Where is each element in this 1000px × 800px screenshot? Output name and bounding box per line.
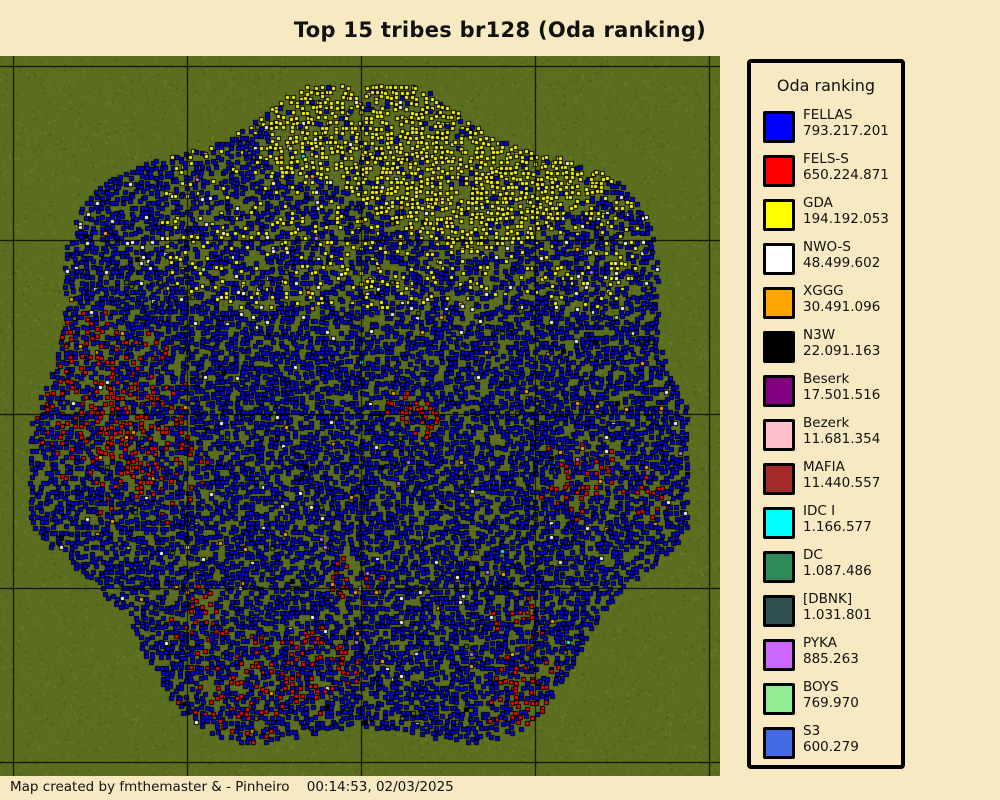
legend-swatch	[763, 639, 795, 671]
legend-item-bezerk: Bezerk 11.681.354	[761, 415, 899, 457]
tribe-name: MAFIA	[803, 459, 845, 475]
world-map[interactable]	[0, 56, 720, 776]
tribe-name: XGGG	[803, 283, 844, 299]
legend-swatch	[763, 683, 795, 715]
tribe-name: NWO-S	[803, 239, 851, 255]
legend-item-pyka: PYKA 885.263	[761, 635, 899, 677]
legend-item-nwo-s: NWO-S 48.499.602	[761, 239, 899, 281]
legend-title: Oda ranking	[776, 76, 876, 95]
village-map-canvas[interactable]	[0, 56, 720, 776]
tribe-points: 22.091.163	[803, 343, 881, 359]
tribe-points: 793.217.201	[803, 123, 889, 139]
footer: Map created by fmthemaster & - Pinheiro …	[10, 779, 454, 795]
tribe-points: 11.681.354	[803, 431, 881, 447]
tribe-points: 17.501.516	[803, 387, 881, 403]
legend-swatch	[763, 199, 795, 231]
tribe-name: DC	[803, 547, 823, 563]
legend-item-dbnk: [DBNK] 1.031.801	[761, 591, 899, 633]
tribe-points: 885.263	[803, 651, 859, 667]
legend-item-fels-s: FELS-S 650.224.871	[761, 151, 899, 193]
tribe-name: FELLAS	[803, 107, 853, 123]
tribe-name: FELS-S	[803, 151, 849, 167]
tribe-points: 650.224.871	[803, 167, 889, 183]
tribe-name: GDA	[803, 195, 833, 211]
tribe-name: [DBNK]	[803, 591, 853, 607]
tribe-points: 769.970	[803, 695, 859, 711]
legend-swatch	[763, 375, 795, 407]
legend-swatch	[763, 595, 795, 627]
legend-item-boys: BOYS 769.970	[761, 679, 899, 721]
tribe-name: Bezerk	[803, 415, 850, 431]
map-title: Top 15 tribes br128 (Oda ranking)	[293, 18, 707, 42]
legend-item-s3: S3 600.279	[761, 723, 899, 765]
tribe-name: BOYS	[803, 679, 839, 695]
tribe-points: 11.440.557	[803, 475, 881, 491]
legend-item-mafia: MAFIA 11.440.557	[761, 459, 899, 501]
tribe-points: 1.087.486	[803, 563, 872, 579]
legend-swatch	[763, 419, 795, 451]
tribe-points: 194.192.053	[803, 211, 889, 227]
legend-swatch	[763, 551, 795, 583]
tribe-name: IDC I	[803, 503, 836, 519]
legend-swatch	[763, 155, 795, 187]
tribe-points: 600.279	[803, 739, 859, 755]
legend-item-beserk: Beserk 17.501.516	[761, 371, 899, 413]
tribe-points: 1.166.577	[803, 519, 872, 535]
map-timestamp: 00:14:53, 02/03/2025	[306, 779, 454, 795]
legend-item-n3w: N3W 22.091.163	[761, 327, 899, 369]
legend-swatch	[763, 463, 795, 495]
tribe-points: 30.491.096	[803, 299, 881, 315]
legend-swatch	[763, 287, 795, 319]
tribe-points: 48.499.602	[803, 255, 881, 271]
legend-swatch	[763, 331, 795, 363]
map-credit: Map created by fmthemaster & - Pinheiro	[10, 779, 290, 795]
tribe-name: Beserk	[803, 371, 850, 387]
legend-item-gda: GDA 194.192.053	[761, 195, 899, 237]
legend-swatch	[763, 111, 795, 143]
tribe-name: PYKA	[803, 635, 837, 651]
legend-item-fellas: FELLAS 793.217.201	[761, 107, 899, 149]
legend-swatch	[763, 243, 795, 275]
tribe-name: S3	[803, 723, 821, 739]
legend-item-idc-i: IDC I 1.166.577	[761, 503, 899, 545]
tribe-points: 1.031.801	[803, 607, 872, 623]
legend-swatch	[763, 507, 795, 539]
tribe-name: N3W	[803, 327, 836, 343]
legend-item-dc: DC 1.087.486	[761, 547, 899, 589]
legend-swatch	[763, 727, 795, 759]
legend-item-xggg: XGGG 30.491.096	[761, 283, 899, 325]
tribe-legend: Oda ranking FELLAS 793.217.201 FELS-S 65…	[747, 59, 905, 769]
